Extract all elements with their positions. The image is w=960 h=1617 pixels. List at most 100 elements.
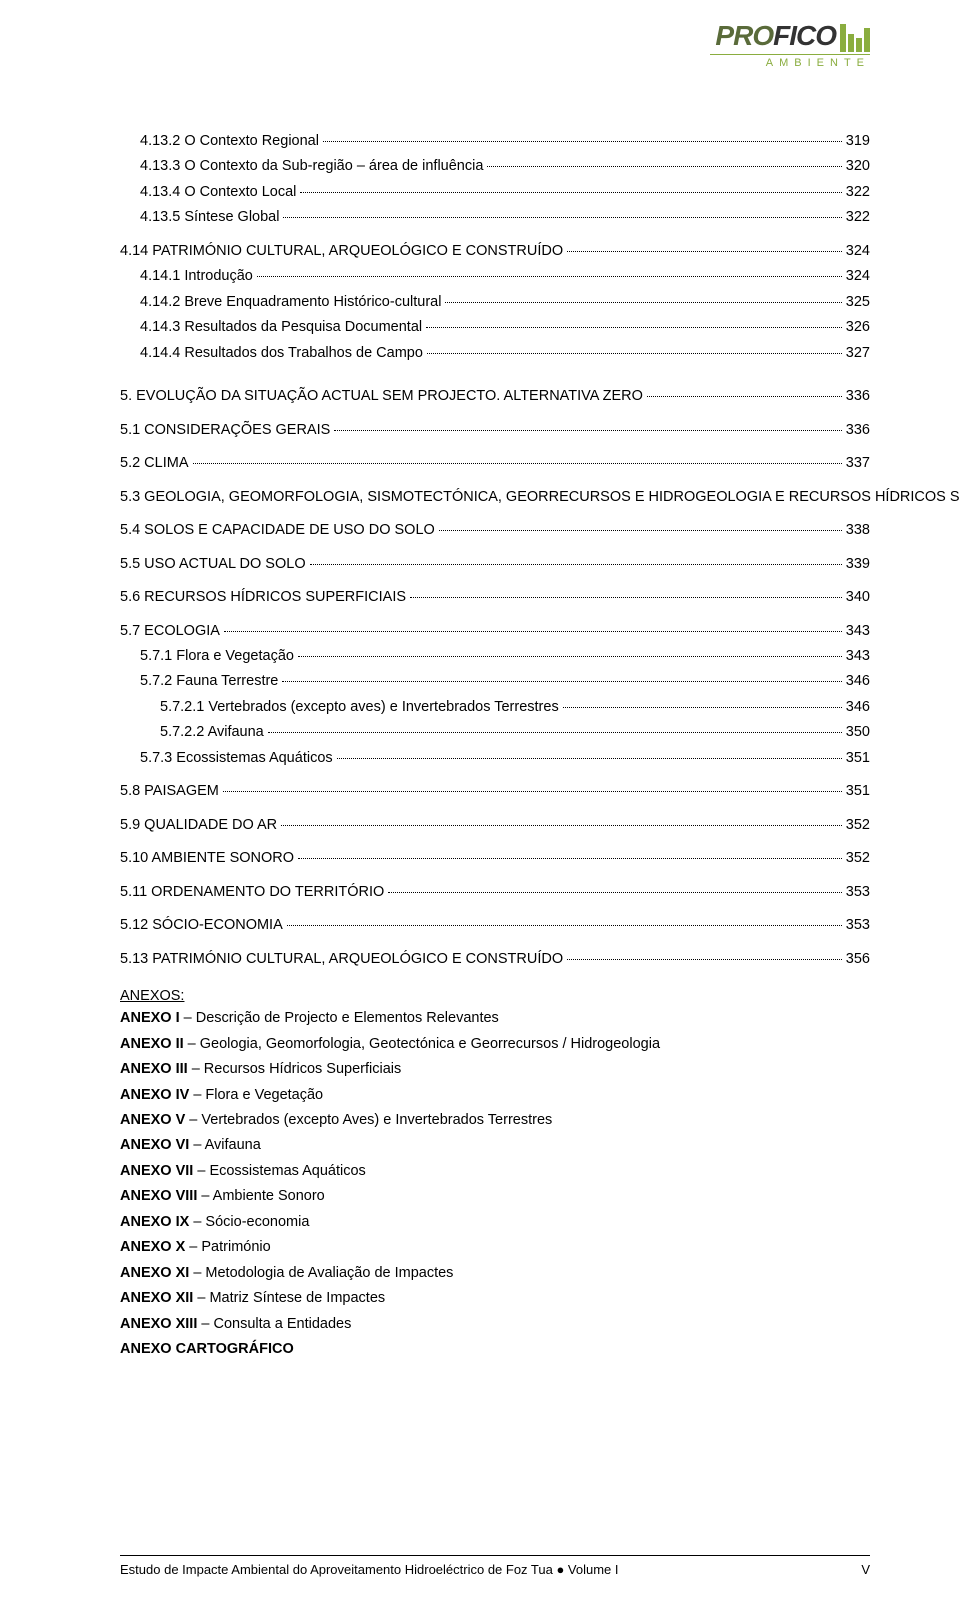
- toc-leader-dots: [567, 959, 842, 960]
- toc-label: 5.10 AMBIENTE SONORO: [120, 847, 294, 869]
- anexo-desc: – Matriz Síntese de Impactes: [193, 1290, 385, 1306]
- toc-label: 4.14.3 Resultados da Pesquisa Documental: [140, 316, 422, 338]
- footer-rule: [120, 1555, 870, 1556]
- toc-leader-dots: [487, 166, 841, 167]
- toc-line: 4.13.3 O Contexto da Sub-região – área d…: [120, 155, 870, 177]
- toc-label: 5.3 GEOLOGIA, GEOMORFOLOGIA, SISMOTECTÓN…: [120, 486, 960, 508]
- toc-page-number: 320: [846, 155, 870, 177]
- toc-line: 4.14.3 Resultados da Pesquisa Documental…: [120, 316, 870, 338]
- logo: PROFICO AMBIENTE: [710, 20, 870, 69]
- toc-label: 5.7.3 Ecossistemas Aquáticos: [140, 747, 333, 769]
- toc-gap: [120, 772, 870, 780]
- toc-gap: [120, 545, 870, 553]
- toc-leader-dots: [427, 353, 842, 354]
- toc-page-number: 353: [846, 914, 870, 936]
- toc-leader-dots: [282, 681, 841, 682]
- toc-line: 5.7.1 Flora e Vegetação343: [120, 645, 870, 667]
- toc-label: 5.4 SOLOS E CAPACIDADE DE USO DO SOLO: [120, 519, 435, 541]
- toc-leader-dots: [283, 217, 841, 218]
- toc-label: 4.14.1 Introdução: [140, 265, 253, 287]
- toc-line: 5.9 QUALIDADE DO AR352: [120, 814, 870, 836]
- anexo-name: ANEXO X: [120, 1239, 185, 1255]
- toc-page-number: 343: [846, 620, 870, 642]
- anexo-desc: – Sócio-economia: [189, 1214, 309, 1230]
- toc-page-number: 339: [846, 553, 870, 575]
- anexo-desc: – Vertebrados (excepto Aves) e Invertebr…: [185, 1112, 552, 1128]
- anexo-desc: – Consulta a Entidades: [197, 1316, 351, 1332]
- toc-label: 4.14.4 Resultados dos Trabalhos de Campo: [140, 342, 423, 364]
- toc-gap: [120, 411, 870, 419]
- toc-gap: [120, 906, 870, 914]
- anexo-name: ANEXO CARTOGRÁFICO: [120, 1341, 294, 1357]
- footer-right: V: [861, 1562, 870, 1577]
- logo-bar: [856, 38, 862, 52]
- toc-line: 5.7.2.1 Vertebrados (excepto aves) e Inv…: [120, 696, 870, 718]
- anexo-desc: – Descrição de Projecto e Elementos Rele…: [180, 1010, 499, 1026]
- toc-leader-dots: [647, 396, 842, 397]
- anexo-desc: – Metodologia de Avaliação de Impactes: [189, 1265, 453, 1281]
- toc-page-number: 338: [846, 519, 870, 541]
- toc-gap: [120, 478, 870, 486]
- anexo-desc: – Flora e Vegetação: [189, 1087, 323, 1103]
- toc-label: 5.7.2.1 Vertebrados (excepto aves) e Inv…: [160, 696, 559, 718]
- toc-label: 4.13.2 O Contexto Regional: [140, 130, 319, 152]
- toc-line: 4.14 PATRIMÓNIO CULTURAL, ARQUEOLÓGICO E…: [120, 240, 870, 262]
- toc-page-number: 351: [846, 780, 870, 802]
- anexo-line: ANEXO III – Recursos Hídricos Superficia…: [120, 1058, 870, 1080]
- toc-page-number: 346: [846, 670, 870, 692]
- toc-line: 5.13 PATRIMÓNIO CULTURAL, ARQUEOLÓGICO E…: [120, 948, 870, 970]
- toc-leader-dots: [567, 251, 842, 252]
- toc-line: 5.8 PAISAGEM351: [120, 780, 870, 802]
- anexo-desc: – Património: [185, 1239, 270, 1255]
- toc-line: 5.4 SOLOS E CAPACIDADE DE USO DO SOLO 338: [120, 519, 870, 541]
- footer-row: Estudo de Impacte Ambiental do Aproveita…: [120, 1562, 870, 1577]
- toc-label: 4.13.4 O Contexto Local: [140, 181, 296, 203]
- toc-line: 4.14.1 Introdução 324: [120, 265, 870, 287]
- logo-bars-icon: [840, 20, 870, 52]
- toc-label: 5.2 CLIMA: [120, 452, 189, 474]
- toc-gap: [120, 232, 870, 240]
- anexo-name: ANEXO V: [120, 1112, 185, 1128]
- anexo-desc: – Recursos Hídricos Superficiais: [188, 1061, 402, 1077]
- anexo-line: ANEXO VI – Avifauna: [120, 1134, 870, 1156]
- anexo-name: ANEXO IX: [120, 1214, 189, 1230]
- toc-page-number: 352: [846, 847, 870, 869]
- toc-line: 5.3 GEOLOGIA, GEOMORFOLOGIA, SISMOTECTÓN…: [120, 486, 870, 508]
- toc-label: 5.6 RECURSOS HÍDRICOS SUPERFICIAIS: [120, 586, 406, 608]
- logo-part1: PRO: [715, 20, 773, 51]
- anexo-name: ANEXO I: [120, 1010, 180, 1026]
- toc-leader-dots: [310, 564, 842, 565]
- toc-gap: [120, 511, 870, 519]
- toc-line: 4.14.4 Resultados dos Trabalhos de Campo…: [120, 342, 870, 364]
- toc-leader-dots: [298, 858, 842, 859]
- toc-line: 5.7.2.2 Avifauna350: [120, 721, 870, 743]
- toc-label: 5.7.2.2 Avifauna: [160, 721, 264, 743]
- toc-label: 5.9 QUALIDADE DO AR: [120, 814, 277, 836]
- anexo-line: ANEXO IX – Sócio-economia: [120, 1211, 870, 1233]
- toc-leader-dots: [223, 791, 842, 792]
- anexo-line: ANEXO I – Descrição de Projecto e Elemen…: [120, 1007, 870, 1029]
- toc-line: 4.13.2 O Contexto Regional 319: [120, 130, 870, 152]
- toc-label: 5.13 PATRIMÓNIO CULTURAL, ARQUEOLÓGICO E…: [120, 948, 563, 970]
- toc-line: 5.10 AMBIENTE SONORO 352: [120, 847, 870, 869]
- toc-label: 5. EVOLUÇÃO DA SITUAÇÃO ACTUAL SEM PROJE…: [120, 385, 643, 407]
- toc-leader-dots: [281, 825, 842, 826]
- toc-page-number: 319: [846, 130, 870, 152]
- toc-page-number: 324: [846, 265, 870, 287]
- toc-leader-dots: [323, 141, 842, 142]
- toc-leader-dots: [439, 530, 842, 531]
- toc-spacer: [120, 367, 870, 377]
- toc-leader-dots: [388, 892, 842, 893]
- toc-line: 5.7 ECOLOGIA343: [120, 620, 870, 642]
- logo-main: PROFICO: [710, 20, 870, 52]
- toc-page-number: 324: [846, 240, 870, 262]
- toc-line: 5.12 SÓCIO-ECONOMIA353: [120, 914, 870, 936]
- toc-line: 4.14.2 Breve Enquadramento Histórico-cul…: [120, 291, 870, 313]
- anexo-line: ANEXO IV – Flora e Vegetação: [120, 1084, 870, 1106]
- anexo-name: ANEXO VIII: [120, 1188, 197, 1204]
- toc-label: 4.14 PATRIMÓNIO CULTURAL, ARQUEOLÓGICO E…: [120, 240, 563, 262]
- anexo-line: ANEXO II – Geologia, Geomorfologia, Geot…: [120, 1033, 870, 1055]
- toc-page-number: 322: [846, 181, 870, 203]
- page: PROFICO AMBIENTE 4.13.2 O Contexto Regio…: [0, 0, 960, 1617]
- toc-page-number: 325: [846, 291, 870, 313]
